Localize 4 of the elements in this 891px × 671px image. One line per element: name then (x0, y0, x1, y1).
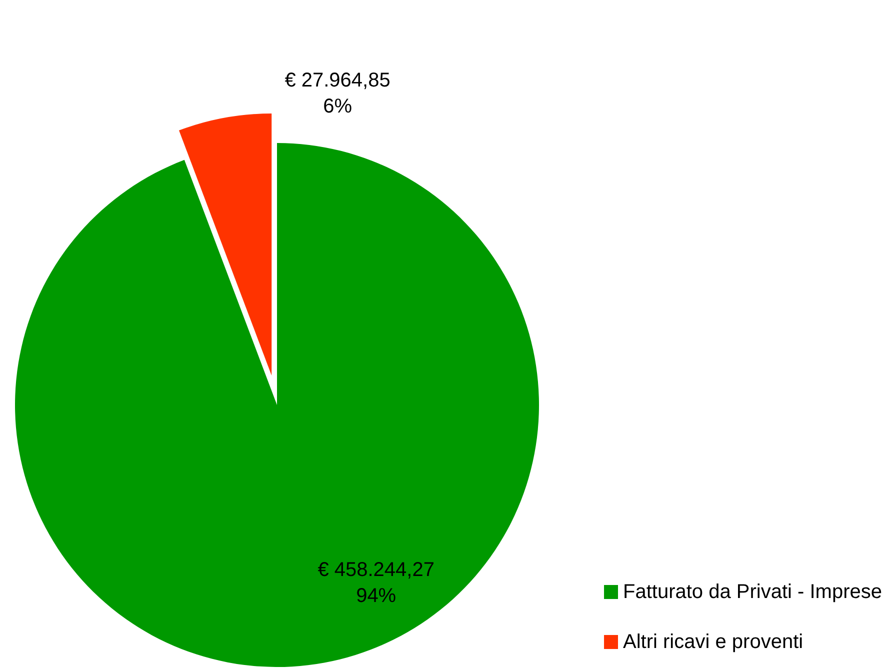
legend-label: Altri ricavi e proventi (623, 631, 804, 653)
data-label: € 458.244,27 94% (318, 558, 434, 607)
legend-label: Fatturato da Privati - Imprese (623, 581, 882, 603)
data-label: € 27.964,85 6% (284, 70, 390, 118)
